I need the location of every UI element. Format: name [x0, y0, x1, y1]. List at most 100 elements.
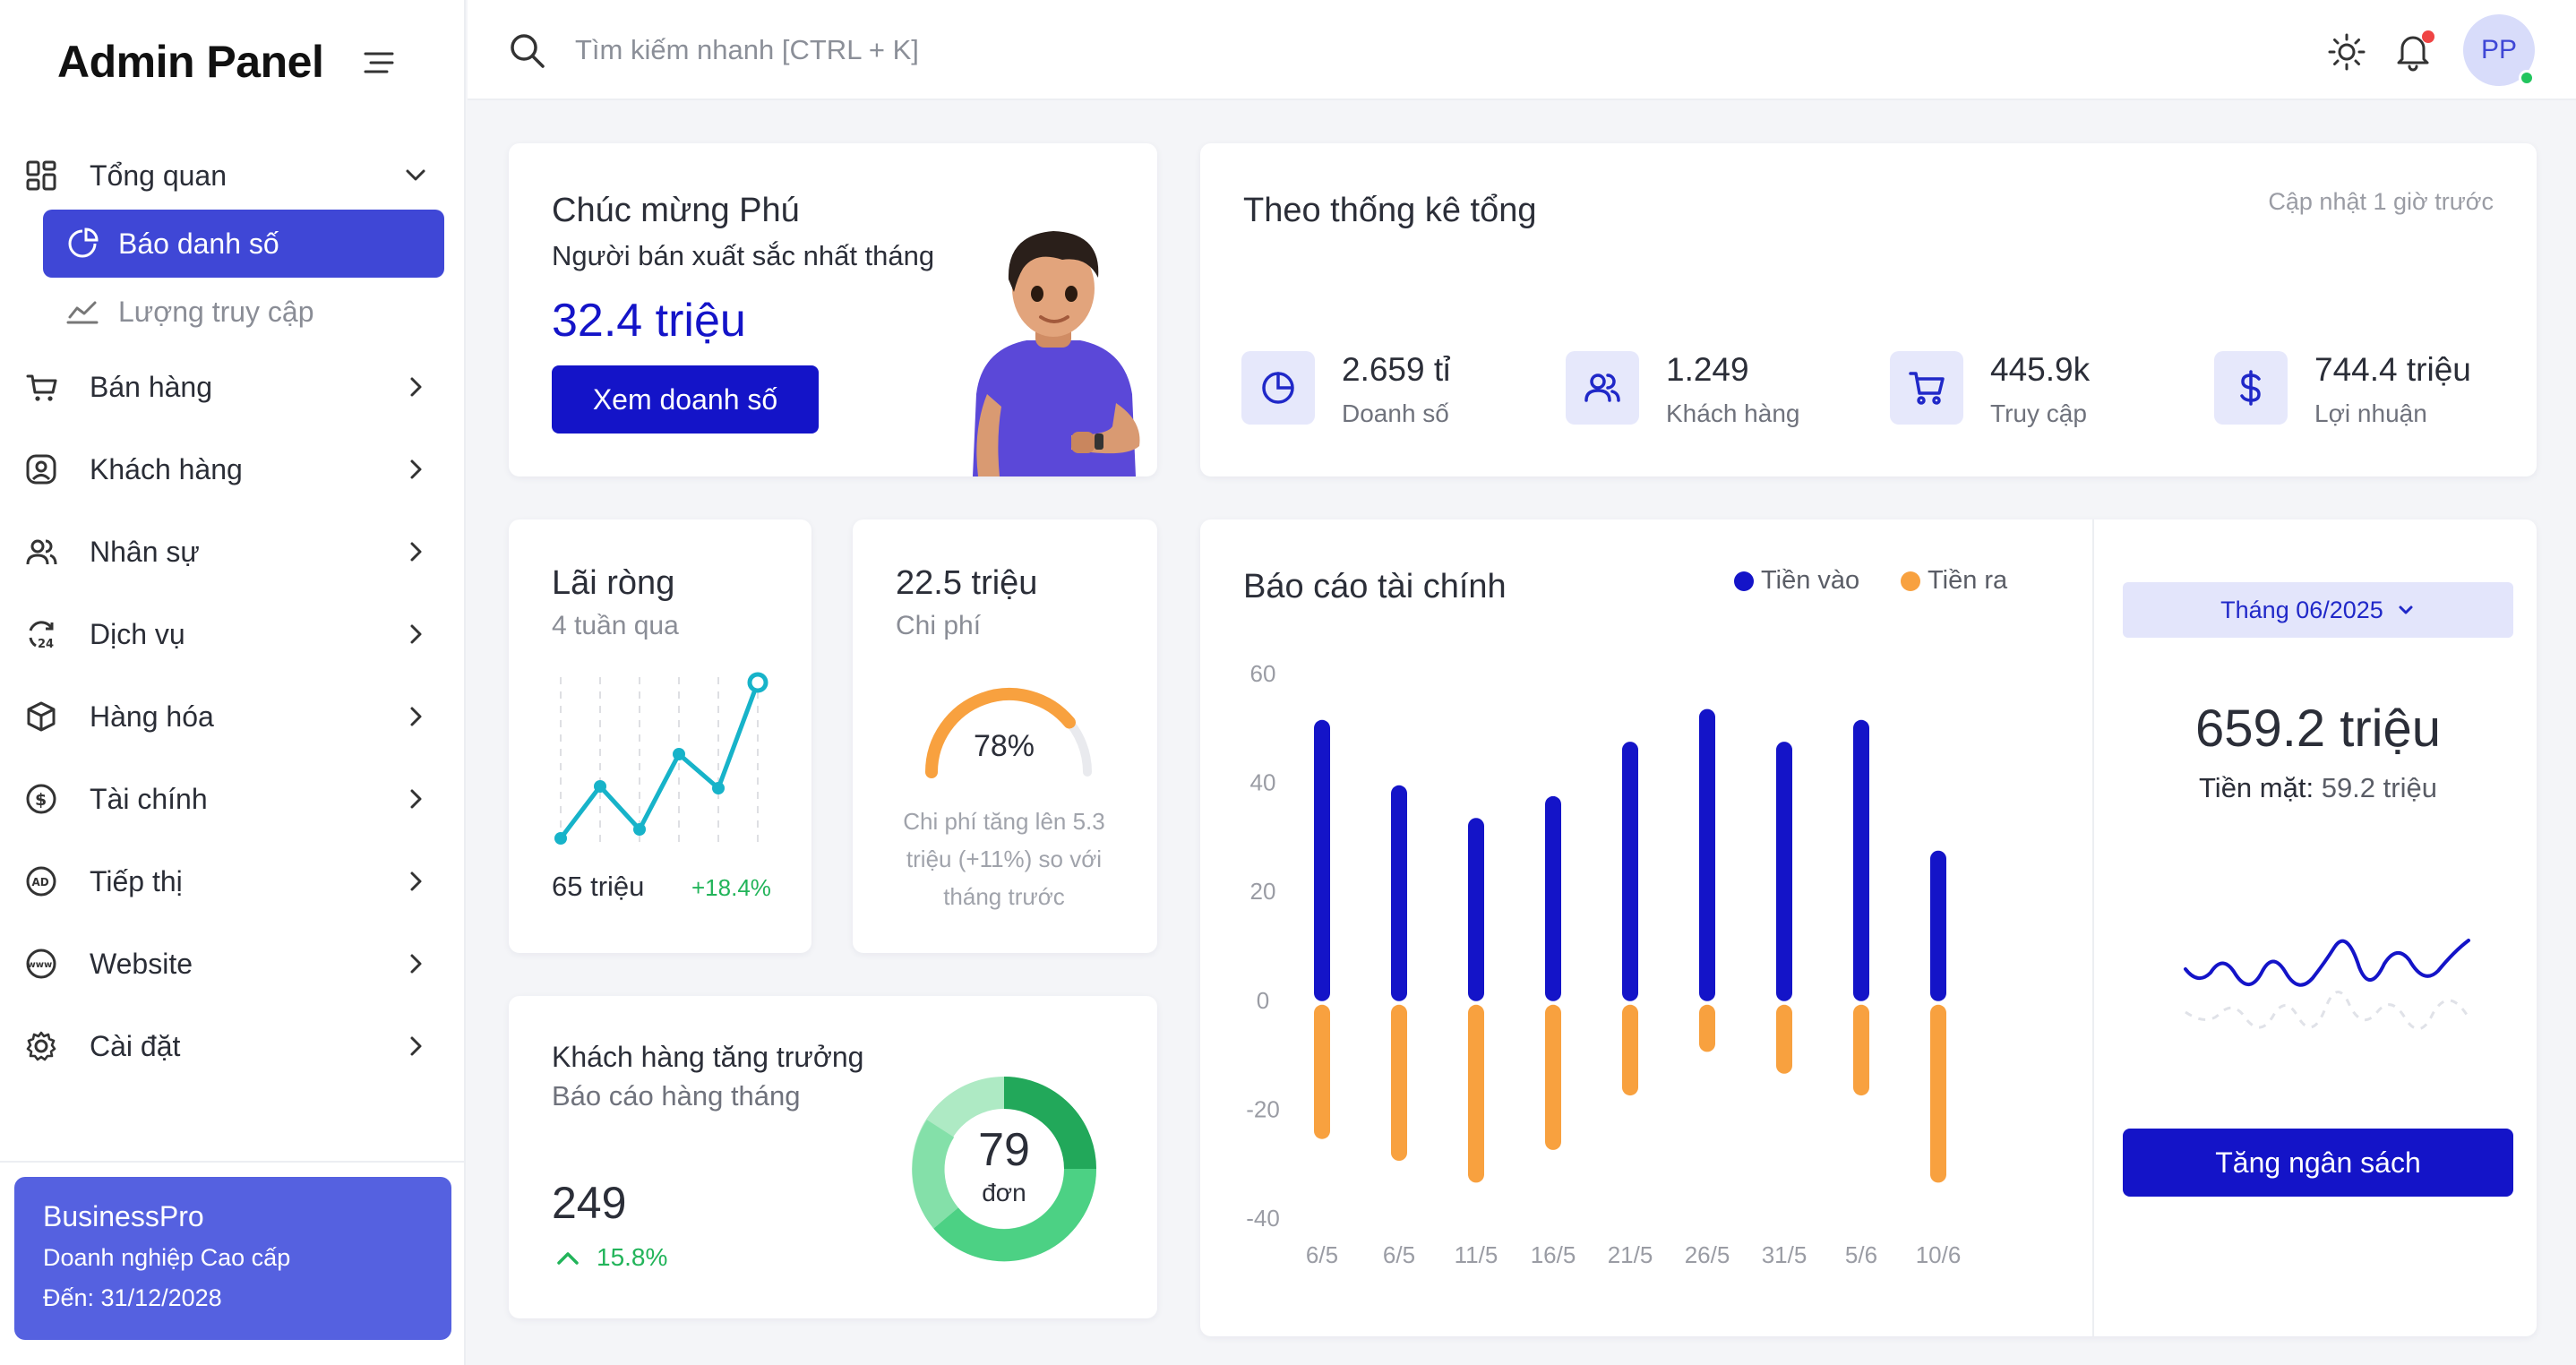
- month-select[interactable]: Tháng 06/2025: [2123, 582, 2513, 638]
- menu-toggle-icon[interactable]: [362, 47, 398, 79]
- bell-icon[interactable]: [2393, 30, 2433, 72]
- chevron-right-icon: [398, 863, 434, 899]
- y-tick-label: 60: [1250, 660, 1276, 687]
- chevron-right-icon: [398, 369, 434, 405]
- sidebar-item-2[interactable]: Nhân sự: [0, 511, 466, 593]
- sidebar: Admin Panel Tổng quan Báo danh số Lượng: [0, 0, 466, 1365]
- sidebar-item-8[interactable]: Cài đặt: [0, 1005, 466, 1087]
- cart-icon: [1890, 351, 1963, 425]
- x-tick-label: 31/5: [1762, 1241, 1807, 1268]
- plan-card[interactable]: BusinessPro Doanh nghiệp Cao cấp Đến: 31…: [14, 1177, 451, 1340]
- finance-divider: [2092, 519, 2094, 1336]
- customer-growth-card: Khách hàng tăng trưởng Báo cáo hàng thán…: [509, 996, 1157, 1318]
- stat-value: 2.659 tỉ: [1342, 351, 1451, 388]
- customers-subtitle: Báo cáo hàng tháng: [552, 1080, 801, 1112]
- sidebar-subitem-sales-report[interactable]: Báo danh số: [43, 210, 444, 278]
- sidebar-item-label: Cài đặt: [90, 1029, 181, 1062]
- svg-text:24: 24: [38, 638, 54, 650]
- customers-title: Khách hàng tăng trưởng: [552, 1041, 864, 1073]
- stat-label: Truy cập: [1990, 399, 2087, 427]
- stat-value: 744.4 triệu: [2314, 351, 2471, 388]
- sidebar-item-label: Khách hàng: [90, 452, 243, 485]
- legend-label: Tiền ra: [1928, 566, 2008, 595]
- sidebar-item-label: Dịch vụ: [90, 617, 185, 650]
- sidebar-item-6[interactable]: AD Tiếp thị: [0, 840, 466, 923]
- sidebar-subitem-traffic[interactable]: Lượng truy cập: [43, 283, 444, 340]
- service-24-icon: 24: [23, 616, 59, 652]
- stats-updated: Cập nhật 1 giờ trước: [2268, 188, 2494, 215]
- month-select-value: Tháng 06/2025: [2220, 596, 2383, 623]
- donut-value: 79: [978, 1124, 1030, 1176]
- sun-icon[interactable]: [2327, 32, 2366, 72]
- finance-total: 659.2 triệu: [2194, 700, 2442, 758]
- sidebar-item-3[interactable]: 24 Dịch vụ: [0, 593, 466, 675]
- y-tick-label: 20: [1250, 878, 1276, 905]
- cost-gauge: [925, 688, 1092, 778]
- welcome-card: Chúc mừng Phú Người bán xuất sắc nhất th…: [509, 143, 1157, 476]
- profit-title: Lãi ròng: [552, 564, 675, 602]
- ad-icon: AD: [23, 863, 59, 899]
- sidebar-item-overview[interactable]: Tổng quan: [0, 134, 466, 217]
- chevron-right-icon: [398, 699, 434, 734]
- online-status-dot: [2519, 70, 2535, 86]
- cost-card: 22.5 triệu Chi phí 78% Chi phí tăng lên …: [853, 519, 1157, 953]
- chevron-right-icon: [398, 616, 434, 652]
- profit-value: 65 triệu: [552, 871, 645, 902]
- welcome-amount: 32.4 triệu: [552, 295, 746, 347]
- search-input[interactable]: [575, 25, 1381, 75]
- stat-customers: 1.249 Khách hàng: [1566, 351, 1870, 427]
- chevron-right-icon: [398, 534, 434, 570]
- cost-note: Chi phí tăng lên 5.3 triệu (+11%) so với…: [903, 808, 1105, 910]
- plan-tier: Doanh nghiệp Cao cấp: [43, 1244, 291, 1271]
- sidebar-subitem-label: Lượng truy cập: [118, 295, 314, 328]
- y-tick-label: 40: [1250, 769, 1276, 796]
- sidebar-item-label: Tài chính: [90, 782, 208, 815]
- dollar-circle-icon: $: [23, 781, 59, 817]
- sidebar-item-7[interactable]: www Website: [0, 923, 466, 1005]
- svg-text:www: www: [28, 960, 53, 970]
- cart-icon: [23, 369, 59, 405]
- sidebar-item-1[interactable]: Khách hàng: [0, 428, 466, 511]
- cost-label: Chi phí: [896, 611, 982, 640]
- profit-line-chart: [554, 672, 769, 847]
- stats-card: Theo thống kê tổng Cập nhật 1 giờ trước …: [1200, 143, 2537, 476]
- x-tick-label: 21/5: [1608, 1241, 1653, 1268]
- profit-subtitle: 4 tuần qua: [552, 611, 679, 640]
- gear-icon: [23, 1028, 59, 1064]
- x-tick-label: 16/5: [1531, 1241, 1576, 1268]
- sidebar-subitem-label: Báo danh số: [118, 227, 279, 260]
- profit-change: +18.4%: [691, 874, 771, 901]
- sidebar-item-0[interactable]: Bán hàng: [0, 346, 466, 428]
- cost-percent: 78%: [973, 729, 1035, 763]
- view-sales-button[interactable]: Xem doanh số: [552, 365, 819, 434]
- search-icon: [511, 34, 545, 68]
- pie-chart-icon: [1241, 351, 1315, 425]
- y-tick-label: 0: [1257, 987, 1269, 1014]
- sidebar-item-4[interactable]: Hàng hóa: [0, 675, 466, 758]
- sidebar-item-5[interactable]: $ Tài chính: [0, 758, 466, 840]
- brand-title: Admin Panel: [57, 37, 324, 87]
- stat-visits: 445.9k Truy cập: [1890, 351, 2194, 427]
- x-tick-label: 26/5: [1685, 1241, 1730, 1268]
- increase-budget-button[interactable]: Tăng ngân sách: [2123, 1129, 2513, 1197]
- stat-label: Lợi nhuận: [2314, 399, 2427, 427]
- plan-expiry: Đến: 31/12/2028: [43, 1284, 222, 1311]
- cash-value: 59.2 triệu: [2321, 772, 2437, 803]
- cash-label: Tiền mặt:: [2199, 772, 2314, 803]
- donut-label: đơn: [982, 1179, 1026, 1206]
- welcome-title: Chúc mừng Phú: [552, 192, 800, 229]
- legend-item-in[interactable]: Tiền vào: [1734, 566, 1859, 596]
- legend-label: Tiền vào: [1761, 566, 1860, 595]
- legend-item-out[interactable]: Tiền ra: [1901, 566, 2007, 596]
- x-tick-label: 6/5: [1383, 1241, 1415, 1268]
- welcome-subtitle: Người bán xuất sắc nhất tháng: [552, 240, 935, 271]
- sidebar-item-label: Tổng quan: [90, 159, 228, 192]
- sidebar-item-label: Tiếp thị: [90, 864, 183, 897]
- cash-line: Tiền mặt: 59.2 triệu: [2092, 772, 2544, 804]
- dollar-icon: [2214, 351, 2288, 425]
- plan-title: BusinessPro: [43, 1200, 204, 1232]
- svg-text:$: $: [35, 790, 47, 810]
- x-tick-label: 6/5: [1306, 1241, 1338, 1268]
- finance-title: Báo cáo tài chính: [1243, 568, 1507, 605]
- cash-sparkline: [2184, 939, 2470, 1030]
